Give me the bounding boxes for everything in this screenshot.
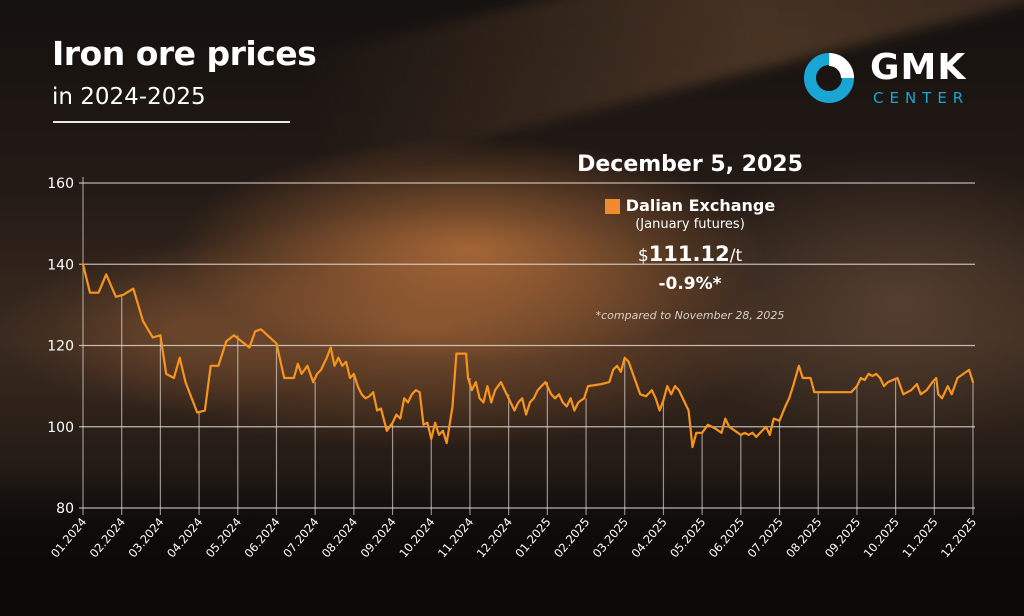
x-tick-label: 09.2024	[358, 515, 399, 560]
x-tick-label: 02.2024	[87, 515, 128, 560]
x-tick-label: 11.2025	[899, 515, 940, 560]
x-tick-label: 12.2024	[474, 515, 515, 560]
price-series-line	[81, 263, 975, 449]
x-tick-label: 08.2025	[783, 515, 824, 560]
x-tick-label: 09.2025	[822, 515, 863, 560]
background-bottom-shade	[0, 470, 1024, 616]
price-date: December 5, 2025	[577, 152, 803, 177]
x-tick-label: 06.2024	[241, 515, 282, 560]
x-tick-label: 03.2025	[590, 515, 631, 560]
y-tick-label: 140	[47, 257, 74, 273]
x-tick-label: 07.2024	[280, 515, 321, 560]
gmk-center-logo: GMK CENTER	[803, 48, 978, 108]
logo-wordmark: GMK	[870, 47, 967, 88]
x-tick-label: 01.2024	[48, 515, 89, 560]
price-value: $111.12/t	[540, 242, 840, 268]
contract-label: (January futures)	[635, 217, 745, 232]
x-tick-label: 10.2024	[396, 515, 437, 560]
x-axis-labels: 01.202402.202403.202404.202405.202406.20…	[48, 515, 979, 560]
footnote: *compared to November 28, 2025	[595, 309, 785, 322]
donut-ring-icon	[804, 53, 854, 103]
y-tick-label: 100	[47, 420, 74, 436]
chart-subtitle: in 2024-2025	[52, 84, 206, 110]
x-tick-label: 05.2025	[667, 515, 708, 560]
x-tick-label: 06.2025	[706, 515, 747, 560]
x-tick-label: 01.2025	[512, 515, 553, 560]
legend-item: Dalian Exchange	[540, 196, 840, 216]
price-unit: /t	[729, 246, 743, 266]
vertical-gridlines	[82, 177, 974, 515]
x-tick-label: 11.2024	[435, 515, 476, 560]
x-tick-label: 05.2024	[203, 515, 244, 560]
x-tick-label: 10.2025	[861, 515, 902, 560]
x-tick-label: 03.2024	[125, 515, 166, 560]
x-tick-label: 07.2025	[745, 515, 786, 560]
currency-symbol: $	[637, 246, 649, 266]
x-tick-label: 04.2024	[164, 515, 205, 560]
price-info-box: December 5, 2025 Dalian Exchange (Januar…	[540, 150, 840, 323]
x-tick-label: 02.2025	[551, 515, 592, 560]
x-tick-label: 08.2024	[319, 515, 360, 560]
title-underline	[53, 121, 290, 123]
y-tick-label: 160	[47, 176, 74, 192]
legend-label: Dalian Exchange	[625, 196, 776, 215]
logo-tagline: CENTER	[873, 89, 970, 107]
price-number: 111.12	[648, 242, 730, 266]
price-change: -0.9%*	[658, 274, 722, 294]
y-tick-label: 120	[47, 339, 74, 355]
x-tick-label: 12.2025	[938, 515, 979, 560]
horizontal-gridlines	[79, 182, 975, 509]
y-axis-labels: 80 100 120 140 160	[47, 176, 74, 517]
legend-swatch-icon	[604, 198, 620, 214]
x-tick-label: 04.2025	[628, 515, 669, 560]
chart-title: Iron ore prices	[52, 34, 317, 73]
y-tick-label: 80	[56, 501, 74, 517]
